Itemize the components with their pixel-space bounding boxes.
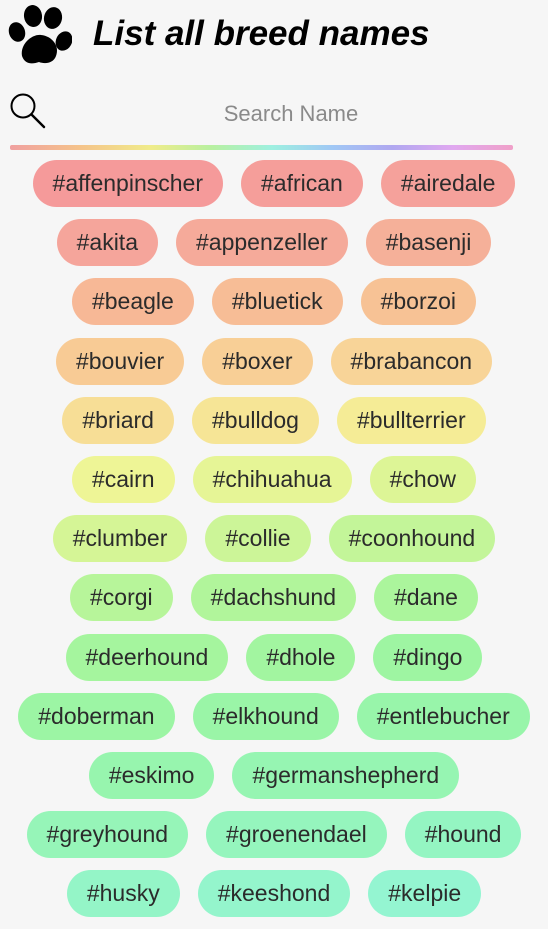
breed-tag[interactable]: #dingo bbox=[373, 633, 483, 681]
breed-tag[interactable]: #affenpinscher bbox=[32, 160, 223, 207]
tag-row: #cairn #chihuahua #chow bbox=[0, 455, 548, 503]
breed-tag[interactable]: #bulldog bbox=[191, 396, 319, 444]
search-bar bbox=[0, 86, 548, 142]
breed-tag[interactable]: #appenzeller bbox=[175, 219, 348, 267]
tag-row: #eskimo #germanshepherd bbox=[0, 751, 548, 799]
breed-tag[interactable]: #elkhound bbox=[192, 692, 339, 740]
breed-tag[interactable]: #husky bbox=[66, 870, 180, 918]
breed-tag[interactable]: #bouvier bbox=[55, 337, 185, 385]
search-icon[interactable] bbox=[9, 92, 47, 130]
tag-row: #clumber #collie #coonhound bbox=[0, 515, 548, 563]
app-header: List all breed names bbox=[0, 0, 548, 76]
breed-tag[interactable]: #bullterrier bbox=[336, 396, 486, 444]
breed-tag[interactable]: #deerhound bbox=[65, 633, 229, 681]
tag-row: #akita #appenzeller #basenji bbox=[0, 219, 548, 267]
search-input[interactable] bbox=[60, 96, 522, 132]
tag-row: #husky #keeshond #kelpie bbox=[0, 870, 548, 918]
rainbow-divider bbox=[10, 145, 513, 150]
breed-tag[interactable]: #dane bbox=[374, 574, 478, 622]
tag-row: #doberman #elkhound #entlebucher bbox=[0, 692, 548, 740]
breed-tag[interactable]: #boxer bbox=[202, 337, 313, 385]
breed-tag[interactable]: #bluetick bbox=[211, 278, 343, 326]
breed-tag[interactable]: #brabancon bbox=[330, 337, 493, 385]
breed-tag[interactable]: #keeshond bbox=[197, 870, 351, 918]
breed-tag[interactable]: #hound bbox=[404, 811, 522, 859]
breed-tag[interactable]: #kelpie bbox=[368, 870, 482, 918]
tag-row: #beagle #bluetick #borzoi bbox=[0, 278, 548, 326]
breed-tag[interactable]: #doberman bbox=[18, 692, 175, 740]
paw-icon bbox=[8, 5, 72, 64]
breed-tag[interactable]: #coonhound bbox=[328, 515, 496, 563]
breed-tag[interactable]: #chow bbox=[369, 455, 477, 503]
breed-tag-list: #affenpinscher #african #airedale #akita #ap… bbox=[0, 160, 548, 929]
breed-tag[interactable]: #eskimo bbox=[88, 751, 215, 799]
breed-tag[interactable]: #cairn bbox=[71, 455, 175, 503]
page-title: List all breed names bbox=[93, 14, 430, 53]
breed-tag[interactable]: #basenji bbox=[365, 219, 492, 267]
breed-tag[interactable]: #greyhound bbox=[26, 811, 189, 859]
breed-tag[interactable]: #germanshepherd bbox=[232, 751, 460, 799]
breed-tag[interactable]: #chihuahua bbox=[192, 455, 352, 503]
breed-tag[interactable]: #borzoi bbox=[360, 278, 477, 326]
breed-tag[interactable]: #dhole bbox=[246, 633, 356, 681]
breed-tag[interactable]: #corgi bbox=[70, 574, 173, 622]
breed-tag[interactable]: #dachshund bbox=[190, 574, 357, 622]
breed-tag[interactable]: #groenendael bbox=[206, 811, 387, 859]
breed-tag[interactable]: #airedale bbox=[380, 160, 516, 207]
breed-tag[interactable]: #african bbox=[241, 160, 363, 207]
tag-row: #corgi #dachshund #dane bbox=[0, 574, 548, 622]
tag-row: #briard #bulldog #bullterrier bbox=[0, 396, 548, 444]
breed-tag[interactable]: #briard bbox=[62, 396, 174, 444]
breed-tag[interactable]: #collie bbox=[205, 515, 311, 563]
breed-tag[interactable]: #akita bbox=[56, 219, 158, 267]
breed-tag[interactable]: #beagle bbox=[71, 278, 194, 326]
breed-tag[interactable]: #entlebucher bbox=[356, 692, 530, 740]
tag-row: #greyhound #groenendael #hound bbox=[0, 811, 548, 859]
breed-tag[interactable]: #clumber bbox=[52, 515, 188, 563]
tag-row: #affenpinscher #african #airedale bbox=[0, 160, 548, 207]
tag-row: #deerhound #dhole #dingo bbox=[0, 633, 548, 681]
tag-row: #bouvier #boxer #brabancon bbox=[0, 337, 548, 385]
